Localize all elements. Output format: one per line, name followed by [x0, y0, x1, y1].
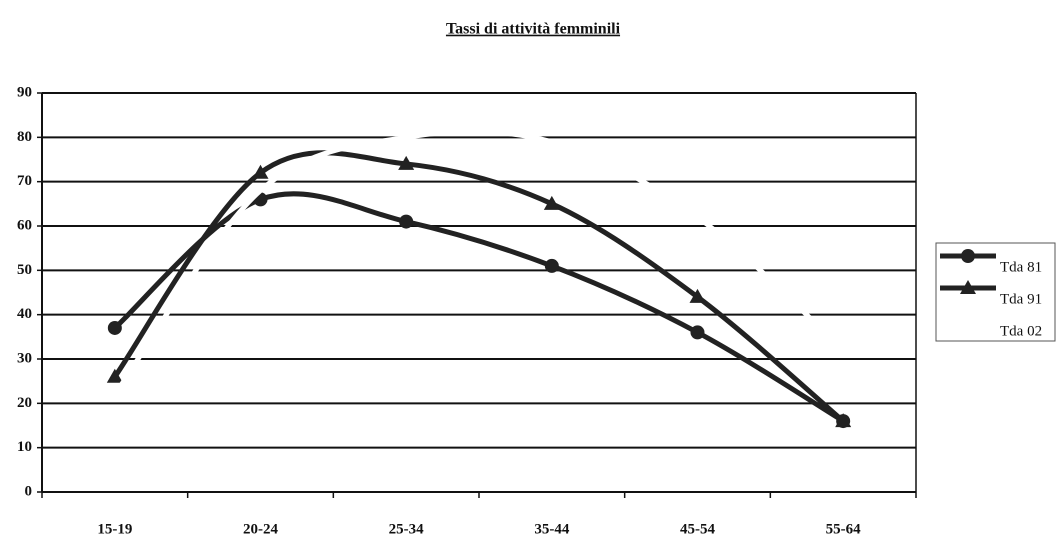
marker-circle — [544, 258, 559, 273]
x-tick-label: 45-54 — [680, 521, 715, 536]
legend-box — [935, 242, 1056, 342]
marker-circle — [107, 320, 122, 335]
y-tick-label: 30 — [17, 350, 32, 366]
x-tick-label: 25-34 — [389, 521, 424, 536]
legend-label: Tda 81 — [1000, 259, 1042, 275]
x-tick-label: 35-44 — [534, 521, 569, 536]
y-tick-label: 40 — [17, 306, 32, 322]
y-tick-label: 0 — [25, 483, 33, 499]
y-tick-label: 80 — [17, 129, 32, 145]
marker-triangle — [960, 280, 976, 294]
series-line — [113, 191, 845, 424]
marker-triangle — [689, 288, 706, 303]
legend-label: Tda 02 — [1000, 323, 1042, 339]
marker-circle — [399, 214, 414, 229]
marker-triangle — [835, 413, 852, 428]
marker-triangle — [106, 368, 123, 383]
y-tick-label: 90 — [17, 84, 32, 100]
series-line — [112, 128, 845, 396]
marker-triangle — [398, 155, 415, 170]
y-tick-label: 20 — [17, 395, 32, 411]
marker-triangle — [543, 195, 560, 210]
marker-circle — [690, 325, 705, 340]
y-tick-label: 70 — [17, 173, 32, 189]
x-tick-label: 20-24 — [243, 521, 278, 536]
legend-label: Tda 91 — [1000, 291, 1042, 307]
chart-title: Tassi di attività femminili — [446, 21, 621, 38]
y-tick-label: 10 — [17, 439, 32, 455]
y-tick-label: 60 — [17, 217, 32, 233]
x-tick-label: 15-19 — [97, 521, 132, 536]
series-line — [112, 150, 845, 423]
x-tick-label: 55-64 — [826, 521, 861, 536]
marker-circle — [961, 249, 975, 263]
y-tick-label: 50 — [17, 262, 32, 278]
marker-triangle — [252, 164, 269, 179]
